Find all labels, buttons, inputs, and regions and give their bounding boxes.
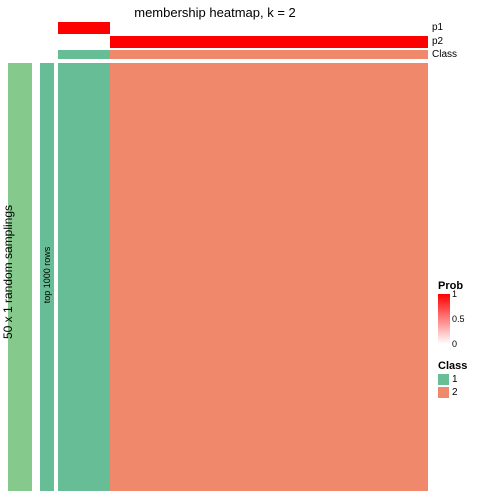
heatmap-body <box>58 63 428 491</box>
column-annotations <box>58 22 428 61</box>
class-legend-item: 2 <box>438 387 467 398</box>
p1-label: p1 <box>432 22 443 33</box>
prob-legend: Prob 10.50 <box>438 280 463 344</box>
p1-row <box>58 22 428 34</box>
annotation-segment <box>58 36 110 48</box>
prob-tick: 0 <box>452 339 457 349</box>
class-legend-title: Class <box>438 360 467 372</box>
class-swatch <box>438 374 449 385</box>
annotation-segment <box>110 36 428 48</box>
row-annotation-outer-label: 50 x 1 random samplings <box>1 192 15 352</box>
class-row <box>58 50 428 59</box>
class-legend: Class 1 2 <box>438 360 467 398</box>
class-legend-item: 1 <box>438 374 467 385</box>
prob-colorbar: 10.50 <box>438 294 450 344</box>
class-swatch <box>438 387 449 398</box>
prob-legend-title: Prob <box>438 280 463 292</box>
prob-tick: 1 <box>452 289 457 299</box>
row-annotation-inner-label: top 1000 rows <box>42 240 52 310</box>
heatmap-column <box>58 63 110 491</box>
p2-label: p2 <box>432 36 443 47</box>
annotation-segment <box>110 50 428 59</box>
annotation-segment <box>58 50 110 59</box>
prob-tick: 0.5 <box>452 314 465 324</box>
class-swatch-label: 1 <box>452 374 458 385</box>
page-title: membership heatmap, k = 2 <box>0 5 430 20</box>
p2-row <box>58 36 428 48</box>
heatmap-column <box>110 63 428 491</box>
class-swatch-label: 2 <box>452 387 458 398</box>
annotation-segment <box>110 22 428 34</box>
annotation-segment <box>58 22 110 34</box>
class-label: Class <box>432 49 457 60</box>
